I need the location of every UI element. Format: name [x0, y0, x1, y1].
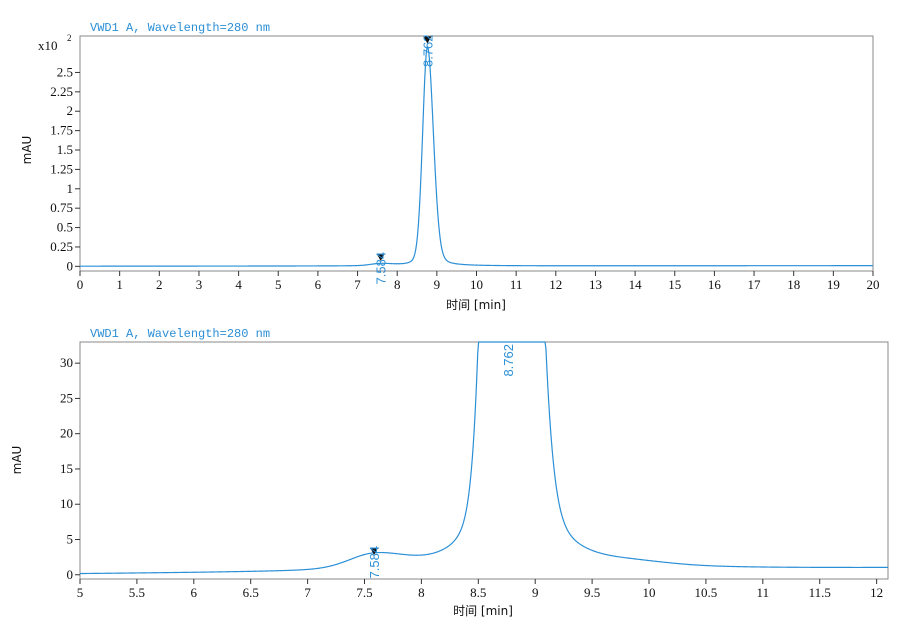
x-tick-label: 6.5	[243, 585, 259, 600]
peak-marker	[423, 36, 432, 44]
x-tick-label: 11	[757, 585, 770, 600]
y-tick-label: 0.5	[57, 220, 73, 235]
y-tick-label: 2.25	[50, 84, 73, 99]
y-tick-label: 25	[60, 390, 73, 405]
plot-frame-bottom	[79, 341, 889, 580]
y-tick-label: 15	[60, 461, 73, 476]
chart-panel-bottom: VWD1 A, Wavelength=280 nm mAU 时间 [min] 5…	[10, 327, 889, 618]
x-tick-label: 14	[629, 277, 643, 292]
x-tick-label: 15	[668, 277, 681, 292]
x-tick-label: 2	[156, 277, 163, 292]
y-tick-label: 1.5	[57, 142, 73, 157]
x-tick-label: 17	[748, 277, 762, 292]
x-axis-label-bottom: 时间 [min]	[453, 604, 513, 618]
y-tick-label: 0.75	[50, 200, 73, 215]
peak-label: 8.762	[420, 34, 435, 67]
peak-label: 7.584	[374, 252, 389, 285]
x-axis-label-top: 时间 [min]	[446, 298, 506, 312]
x-tick-label: 12	[549, 277, 562, 292]
x-tick-label: 3	[196, 277, 203, 292]
x-ticks-top: 0 1 2 3 4 5 6 7 8 9 10 11 12 13 14 15 16 17 18 19 20	[77, 271, 880, 292]
x-tick-label: 10	[470, 277, 483, 292]
y-tick-label: 1.75	[50, 123, 73, 138]
signal-trace-bottom	[79, 341, 888, 575]
plot-frame-top	[79, 35, 874, 272]
y-tick-label: 0.25	[50, 239, 73, 254]
y-multiplier-label: x10	[38, 38, 58, 53]
peak-marker	[376, 253, 385, 261]
y-tick-label: 20	[60, 426, 73, 441]
x-tick-label: 7.5	[356, 585, 372, 600]
y-multiplier-exponent: 2	[67, 33, 72, 43]
x-tick-label: 7	[304, 585, 311, 600]
y-tick-label: 10	[60, 496, 73, 511]
peak-annotations-top: 7.584 8.762	[374, 34, 436, 284]
y-tick-label: 30	[60, 355, 73, 370]
x-tick-label: 9.5	[584, 585, 600, 600]
y-axis-label-bottom: mAU	[10, 446, 24, 475]
peak-label: 8.762	[501, 344, 516, 377]
x-tick-label: 4	[235, 277, 242, 292]
x-tick-label: 19	[827, 277, 840, 292]
y-ticks-top: 0 0.25 0.5 0.75 1 1.25 1.5 1.75 2 2.25 2.5	[50, 64, 80, 273]
x-tick-label: 8.5	[470, 585, 486, 600]
x-tick-label: 9	[434, 277, 441, 292]
y-tick-label: 1	[67, 181, 74, 196]
x-tick-label: 5.5	[129, 585, 145, 600]
x-tick-label: 1	[116, 277, 123, 292]
x-tick-label: 5	[77, 585, 84, 600]
x-tick-label: 5	[275, 277, 282, 292]
chart-title-bottom: VWD1 A, Wavelength=280 nm	[90, 327, 270, 341]
peak-label: 7.584	[367, 546, 382, 579]
x-tick-label: 13	[589, 277, 602, 292]
signal-trace-top	[80, 45, 873, 267]
x-tick-label: 18	[787, 277, 800, 292]
x-tick-label: 10	[643, 585, 656, 600]
x-tick-label: 0	[77, 277, 84, 292]
x-tick-label: 12	[870, 585, 883, 600]
y-tick-label: 2	[67, 103, 74, 118]
x-tick-label: 20	[867, 277, 880, 292]
peak-annotations-bottom: 7.584 8.762	[367, 344, 516, 578]
y-tick-label: 2.5	[57, 64, 73, 79]
x-tick-label: 8	[394, 277, 401, 292]
y-axis-label-top: mAU	[20, 136, 34, 165]
x-tick-label: 11.5	[809, 585, 831, 600]
y-tick-label: 1.25	[50, 161, 73, 176]
y-tick-label: 0	[67, 567, 74, 582]
x-tick-label: 7	[354, 277, 361, 292]
y-tick-label: 5	[67, 532, 74, 547]
x-tick-label: 9	[532, 585, 539, 600]
y-tick-label: 0	[67, 258, 74, 273]
x-tick-label: 8	[418, 585, 425, 600]
x-tick-label: 11	[510, 277, 523, 292]
x-tick-label: 6	[191, 585, 198, 600]
y-ticks-bottom: 0 5 10 15 20 25 30	[60, 355, 80, 582]
x-tick-label: 16	[708, 277, 722, 292]
x-ticks-bottom: 5 5.5 6 6.5 7 7.5 8 8.5 9 9.5 10 10.5 11 11.5 12	[77, 579, 883, 600]
chart-title-top: VWD1 A, Wavelength=280 nm	[90, 21, 270, 35]
x-tick-label: 6	[315, 277, 322, 292]
peak-marker	[370, 547, 379, 555]
x-tick-label: 10.5	[695, 585, 718, 600]
chart-panel-top: VWD1 A, Wavelength=280 nm x10 2 mAU 时间 […	[20, 21, 880, 312]
